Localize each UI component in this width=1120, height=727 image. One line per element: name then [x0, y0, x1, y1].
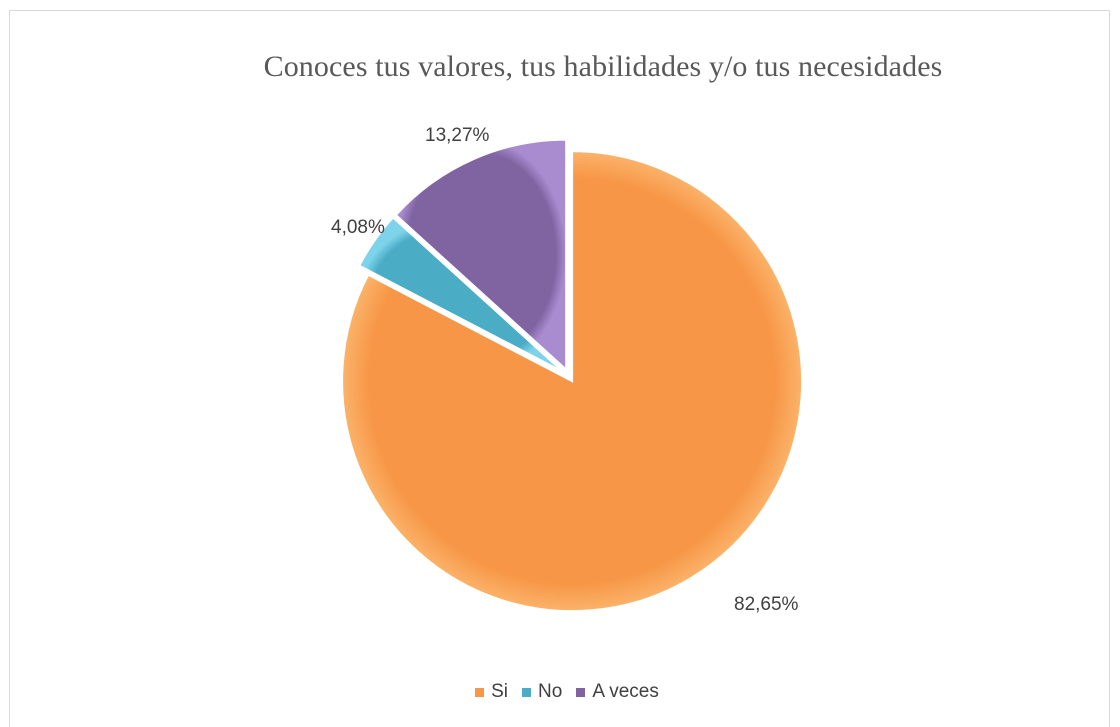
data-label-no: 4,08%: [331, 217, 385, 238]
legend-label-si: Si: [491, 681, 509, 702]
legend-entry-si: Si: [475, 681, 508, 703]
legend-swatch-no: [522, 687, 532, 697]
pie-slice-no: [357, 216, 564, 373]
legend-label-a-veces: A veces: [592, 681, 659, 702]
pie-slice-si: [341, 150, 804, 613]
pie-slices: [341, 138, 804, 613]
legend-label-no: No: [538, 681, 563, 702]
chart-legend: Si No A veces: [0, 681, 1120, 703]
legend-entry-a-veces: A veces: [576, 681, 659, 703]
legend-swatch-si: [475, 687, 485, 697]
data-label-a-veces: 13,27%: [425, 125, 490, 146]
pie-slice-a-veces: [394, 138, 568, 372]
chart-title: Conoces tus valores, tus habilidades y/o…: [263, 50, 943, 83]
data-label-si: 82,65%: [734, 594, 799, 615]
legend-swatch-a-veces: [576, 687, 586, 697]
pie-data-labels: 82,65% 4,08% 13,27%: [331, 125, 799, 615]
legend-entry-no: No: [522, 681, 562, 703]
